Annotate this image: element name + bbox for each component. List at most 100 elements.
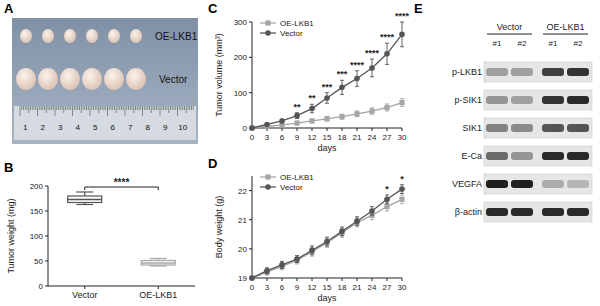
- band: [567, 96, 589, 104]
- point: [324, 239, 330, 245]
- ruler-tick: [156, 106, 157, 110]
- tumor: [104, 68, 124, 90]
- ruler-tick: [111, 106, 112, 110]
- ruler-tick: [181, 106, 182, 110]
- x-axis-label: days: [317, 293, 337, 303]
- ruler-tick: [128, 106, 129, 110]
- western-blot: VectorOE-LKB1#1#2#1#2p-LKB1p-SIK1SIK1E-C…: [452, 22, 592, 222]
- point: [264, 268, 270, 274]
- ruler-tick: [151, 106, 152, 113]
- row-label: SIK1: [462, 123, 482, 133]
- error-bar: [340, 80, 344, 94]
- ruler-tick: [56, 106, 57, 110]
- error-bar: [340, 227, 344, 236]
- ruler-tick: [179, 106, 180, 110]
- point: [249, 125, 254, 130]
- band: [511, 124, 533, 132]
- ruler-label: 7: [128, 123, 133, 132]
- data: [249, 22, 405, 131]
- ruler-tick: [182, 106, 183, 110]
- photo-label: OE-LKB1: [155, 31, 198, 42]
- data: [249, 185, 405, 281]
- point: [399, 100, 404, 105]
- point: [279, 118, 285, 124]
- y-axis-label: Tumor volume (mm³): [214, 33, 224, 117]
- legend-label: Vector: [280, 183, 303, 192]
- band: [542, 180, 564, 188]
- band: [486, 180, 508, 188]
- ruler-tick: [77, 106, 78, 110]
- lane-label: #2: [518, 39, 527, 48]
- x-tick: [297, 128, 298, 131]
- ruler-label: 2: [41, 123, 46, 132]
- x-tick-label: 15: [323, 133, 332, 142]
- error-bar: [370, 207, 374, 216]
- y-tick-label: 150: [30, 207, 44, 216]
- group-line: [543, 34, 588, 35]
- point: [294, 113, 300, 119]
- tumor: [130, 29, 142, 43]
- significance: ****: [395, 11, 410, 21]
- data: [68, 192, 176, 266]
- ruler-tick: [65, 106, 66, 110]
- band: [567, 68, 589, 76]
- error-bar: [310, 246, 314, 255]
- ruler-tick: [132, 106, 133, 110]
- ruler-tick: [126, 106, 127, 110]
- point: [279, 262, 285, 268]
- ruler-label: 4: [76, 123, 81, 132]
- tumor: [38, 68, 58, 90]
- y-tick-label: 200: [30, 182, 44, 191]
- ruler-tick: [34, 106, 35, 110]
- error-bar: [400, 185, 404, 194]
- point: [384, 204, 389, 209]
- error-bar: [355, 71, 359, 87]
- ruler-tick: [100, 106, 101, 110]
- y-tick-label: 300: [234, 18, 248, 27]
- ruler-tick: [30, 106, 31, 110]
- y-tick-label: 0: [243, 124, 248, 133]
- error-bar: [295, 113, 299, 119]
- tumor: [86, 29, 98, 43]
- x-tick-label: 12: [308, 283, 317, 292]
- significance: *: [400, 174, 404, 184]
- x-tick: [312, 128, 313, 131]
- x-tick-label: 30: [398, 283, 407, 292]
- legend-marker: [265, 20, 270, 25]
- error-bar: [310, 119, 314, 123]
- x-axis-label: days: [317, 143, 337, 153]
- ruler: [14, 106, 196, 140]
- median: [68, 199, 102, 200]
- point: [309, 106, 315, 112]
- ruler-tick: [74, 106, 75, 110]
- significance: ****: [380, 32, 395, 42]
- error-bar: [400, 22, 404, 47]
- x-tick: [402, 278, 403, 281]
- ruler-tick: [102, 106, 103, 110]
- ruler-tick: [130, 106, 131, 110]
- x-tick-label: OE-LKB1: [139, 290, 177, 300]
- ruler-tick: [104, 106, 105, 110]
- tumor: [42, 29, 54, 43]
- blot-strip: [484, 118, 592, 138]
- ruler-label: 9: [163, 123, 168, 132]
- ruler-tick: [163, 106, 164, 110]
- ruler-tick: [90, 106, 91, 116]
- point: [249, 275, 255, 281]
- x-tick: [342, 278, 343, 281]
- ruler-tick: [170, 106, 171, 110]
- ruler-tick: [55, 106, 56, 116]
- x-tick-label: 6: [280, 283, 285, 292]
- ruler-tick: [60, 106, 61, 110]
- ruler-tick: [62, 106, 63, 110]
- ruler-tick: [28, 106, 29, 113]
- x-tick: [84, 286, 85, 289]
- band: [542, 208, 564, 216]
- series-line: [252, 189, 402, 278]
- ruler-tick: [146, 106, 147, 110]
- point: [324, 95, 330, 101]
- ruler-tick: [88, 106, 89, 110]
- point: [309, 118, 314, 123]
- band: [542, 96, 564, 104]
- ruler-tick: [35, 106, 36, 110]
